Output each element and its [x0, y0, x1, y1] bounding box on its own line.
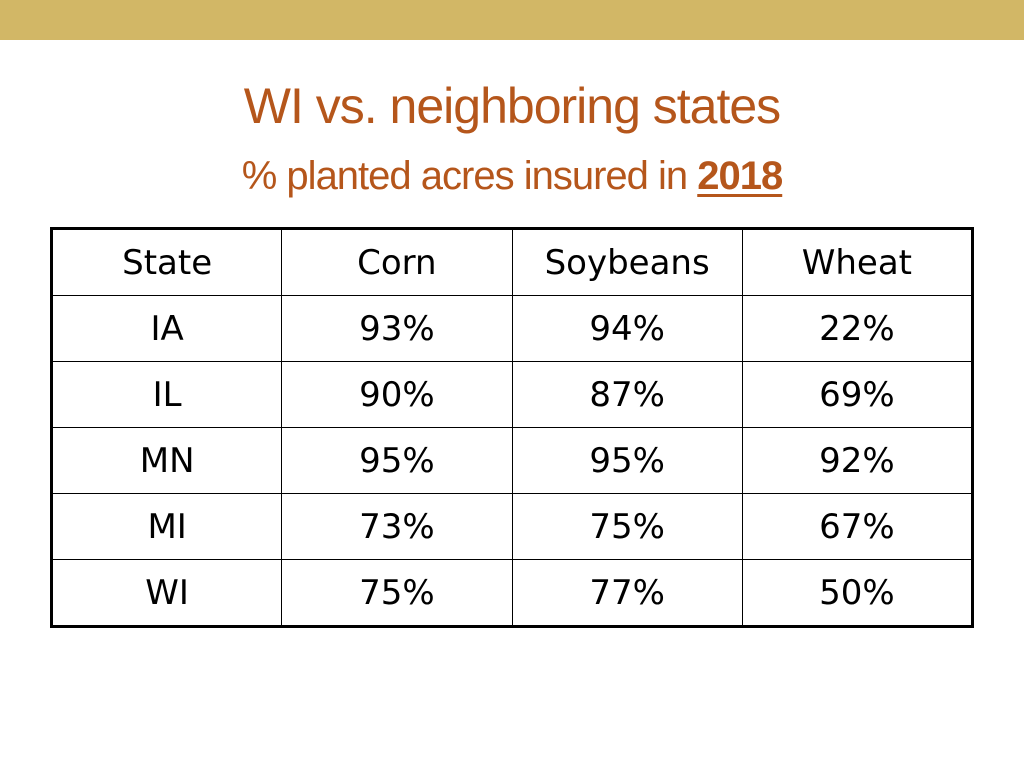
cell-state: MI [50, 493, 283, 560]
header-wheat: Wheat [741, 228, 974, 296]
cell-wheat: 69% [741, 361, 974, 428]
cell-state: WI [50, 559, 283, 627]
top-accent-band [0, 0, 1024, 40]
slide-subtitle: % planted acres insured in 2018 [0, 150, 1024, 202]
table-row: WI 75% 77% 50% [50, 559, 974, 627]
header-corn: Corn [281, 228, 513, 296]
cell-wheat: 22% [741, 295, 974, 362]
cell-soybeans: 87% [511, 361, 743, 428]
cell-corn: 73% [281, 493, 513, 560]
cell-state: MN [50, 427, 283, 494]
cell-soybeans: 95% [511, 427, 743, 494]
table-row: MI 73% 75% 67% [50, 493, 974, 560]
cell-wheat: 67% [741, 493, 974, 560]
cell-soybeans: 77% [511, 559, 743, 627]
cell-corn: 75% [281, 559, 513, 627]
subtitle-year: 2018 [697, 154, 783, 198]
cell-corn: 90% [281, 361, 513, 428]
cell-wheat: 92% [741, 427, 974, 494]
subtitle-text: % planted acres insured in [241, 154, 698, 198]
cell-state: IL [50, 361, 283, 428]
cell-state: IA [50, 295, 283, 362]
cell-soybeans: 94% [511, 295, 743, 362]
table-row: IA 93% 94% 22% [50, 295, 974, 362]
cell-corn: 95% [281, 427, 513, 494]
cell-corn: 93% [281, 295, 513, 362]
table-row: IL 90% 87% 69% [50, 361, 974, 428]
header-state: State [50, 228, 283, 296]
table-header-row: State Corn Soybeans Wheat [50, 228, 974, 296]
insurance-table: State Corn Soybeans Wheat IA 93% 94% 22%… [50, 227, 974, 628]
table-row: MN 95% 95% 92% [50, 427, 974, 494]
header-soybeans: Soybeans [511, 228, 743, 296]
cell-wheat: 50% [741, 559, 974, 627]
cell-soybeans: 75% [511, 493, 743, 560]
slide-title: WI vs. neighboring states [243, 78, 781, 134]
